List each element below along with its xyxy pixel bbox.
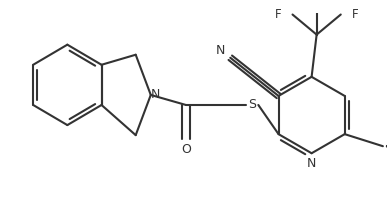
Text: F: F — [351, 8, 358, 21]
Text: N: N — [151, 88, 161, 102]
Text: S: S — [248, 98, 256, 111]
Text: N: N — [216, 44, 225, 57]
Text: F: F — [275, 8, 282, 21]
Text: N: N — [307, 157, 316, 170]
Text: O: O — [181, 143, 191, 156]
